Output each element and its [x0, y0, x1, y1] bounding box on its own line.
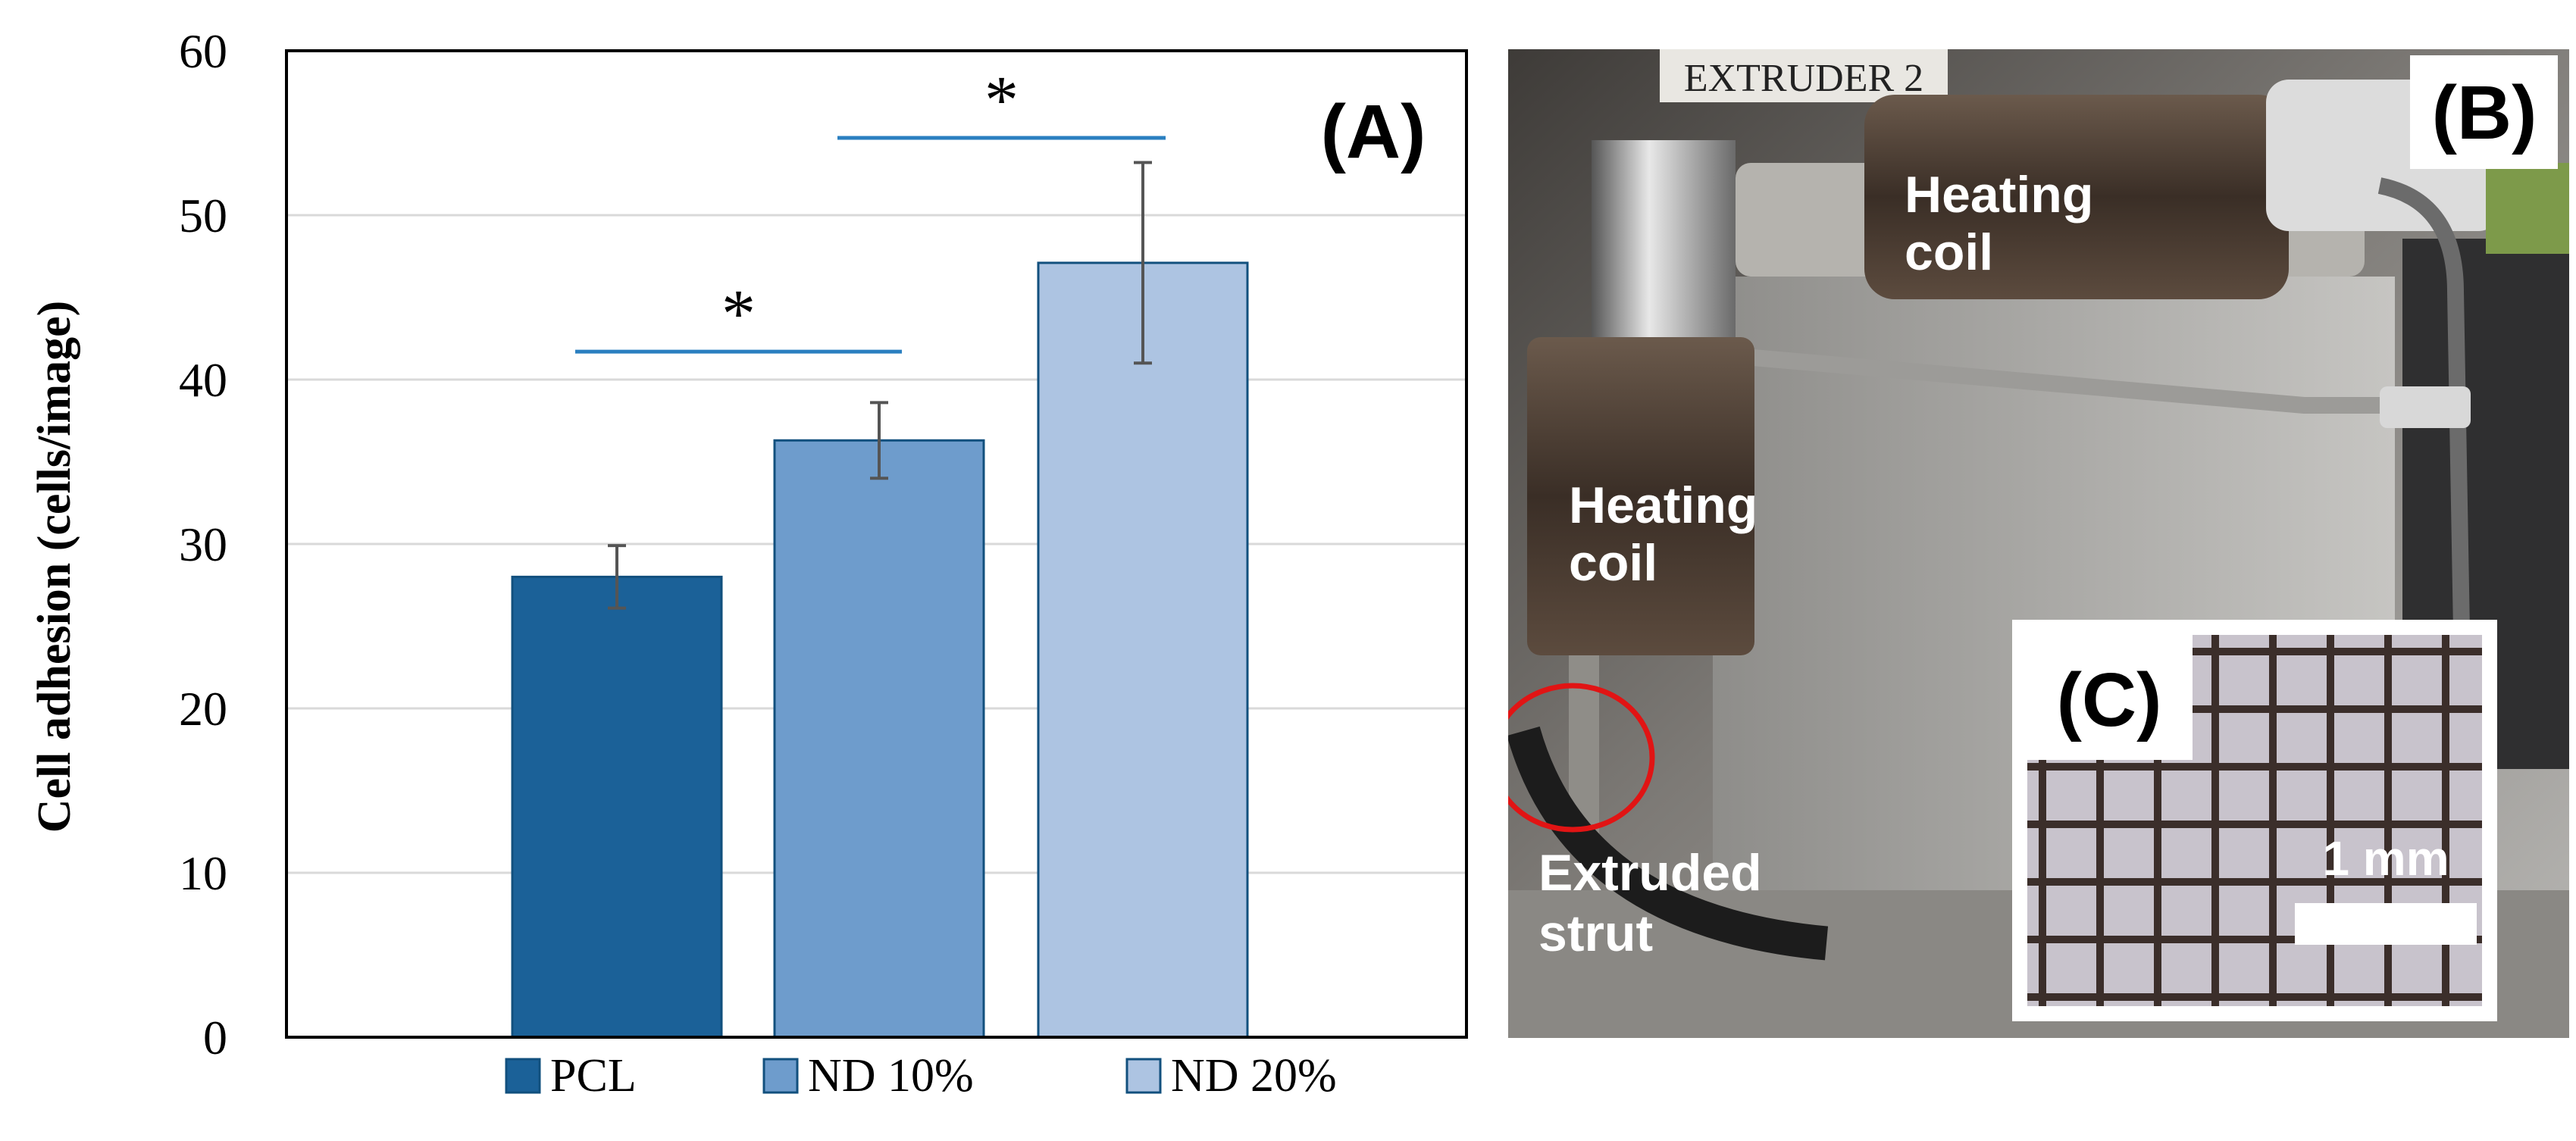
- bar-pcl: [511, 575, 723, 1039]
- bar-nd-20-: [1037, 261, 1249, 1039]
- panel-label-b-box: [2410, 55, 2558, 169]
- cable: [1508, 726, 1829, 961]
- panel-label-a: (A): [1321, 89, 1426, 174]
- legend-label: PCL: [550, 1050, 637, 1102]
- panel-label-b: (B): [2432, 70, 2537, 155]
- scale-bar-label: 1 mm: [2322, 831, 2449, 886]
- y-tick-label: 40: [179, 353, 227, 407]
- y-tick-label: 60: [179, 24, 227, 78]
- inset-c: (C) 1 mm: [2012, 620, 2497, 1021]
- plot-frame: [285, 49, 1468, 1039]
- mesh-strut-horizontal: [2027, 705, 2482, 713]
- extruded-strut-label: Extruded strut: [1538, 844, 1776, 962]
- significance-bars: **: [575, 63, 1166, 354]
- legend-swatch: [762, 1058, 799, 1094]
- green-cable: [2486, 163, 2569, 254]
- y-tick-labels: 0 10 20 30 40 50 60: [179, 24, 227, 1064]
- y-axis-label: Cell adhesion (cells/image): [29, 301, 80, 833]
- mesh-strut-horizontal: [2027, 878, 2482, 886]
- legend-swatch: [505, 1058, 541, 1094]
- y-tick-label: 20: [179, 682, 227, 736]
- mesh-grid: [2027, 635, 2482, 1006]
- mesh-strut-horizontal: [2027, 993, 2482, 1001]
- bar-nd-10-: [773, 439, 985, 1039]
- legend-label: ND 10%: [808, 1050, 974, 1102]
- significance-star: *: [984, 63, 1019, 138]
- y-tick-label: 0: [203, 1011, 227, 1064]
- left-heating-coil-shape: [1527, 337, 1754, 655]
- top-heating-coil-shape: [1864, 95, 2289, 299]
- error-bars: [608, 161, 1152, 610]
- extruder-tag-text: EXTRUDER 2: [1684, 57, 1923, 100]
- mesh-strut-horizontal: [2027, 936, 2482, 943]
- y-tick-label: 50: [179, 189, 227, 242]
- bar-chart: Cell adhesion (cells/image) 0 10 20 30 40 50 6…: [29, 24, 1468, 1102]
- feed-tube: [1735, 348, 2387, 414]
- y-tick-label: 10: [179, 846, 227, 900]
- y-tick-label: 30: [179, 517, 227, 571]
- scale-bar: [2295, 903, 2477, 945]
- inset-label-c: (C): [2057, 658, 2162, 742]
- mesh-strut-horizontal: [2027, 648, 2482, 655]
- legend-label: ND 20%: [1171, 1050, 1337, 1102]
- extruder-tag: [1660, 49, 1948, 102]
- extruder-photo: EXTRUDER 2 (B) Heating coil Heating coil…: [1508, 49, 2569, 1038]
- side-tube: [2377, 177, 2471, 717]
- fitting: [2380, 386, 2471, 428]
- inset-label-box: [2026, 635, 2193, 760]
- mesh-strut-horizontal: [2027, 821, 2482, 828]
- heating-coil-left-label: Heating coil: [1569, 477, 1772, 592]
- highlight-circle: [1508, 683, 1655, 833]
- significance-star: *: [721, 277, 756, 352]
- legend: PCL ND 10% ND 20%: [505, 1050, 1337, 1102]
- legend-swatch: [1125, 1058, 1162, 1094]
- heating-coil-top-label: Heating coil: [1905, 166, 2108, 281]
- mesh-strut-horizontal: [2027, 763, 2482, 771]
- bars: [511, 261, 1249, 1039]
